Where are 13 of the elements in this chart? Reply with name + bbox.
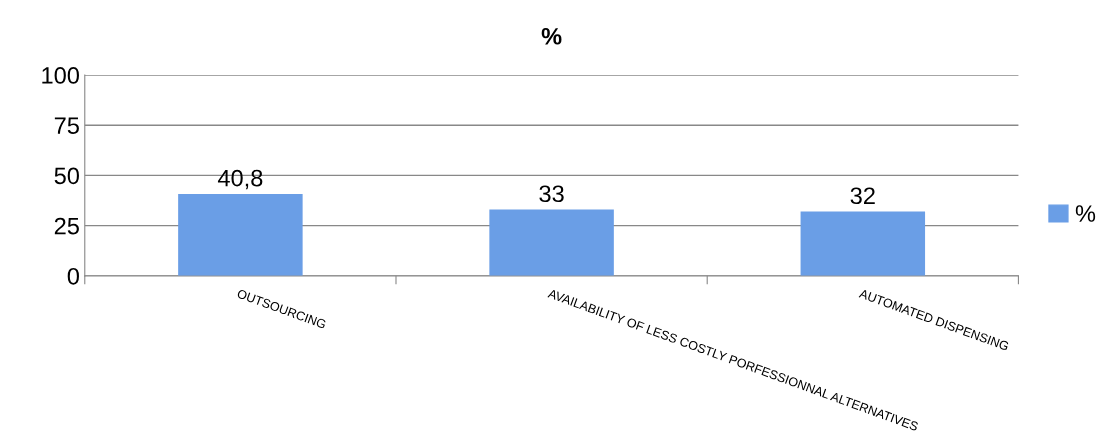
- bar: [178, 193, 303, 276]
- data-label: 32: [850, 187, 875, 205]
- data-label: 33: [539, 185, 564, 203]
- legend-label: %: [1075, 205, 1096, 222]
- y-tick-label: 25: [54, 217, 79, 235]
- data-label: 40,8: [217, 169, 263, 190]
- y-tick-label: 100: [42, 67, 79, 84]
- bar: [489, 209, 614, 276]
- y-tick-label: 0: [67, 267, 79, 285]
- chart-title: %: [541, 28, 562, 45]
- y-tick-label: 50: [54, 167, 79, 185]
- y-tick-label: 75: [54, 117, 79, 134]
- bar: [800, 211, 926, 276]
